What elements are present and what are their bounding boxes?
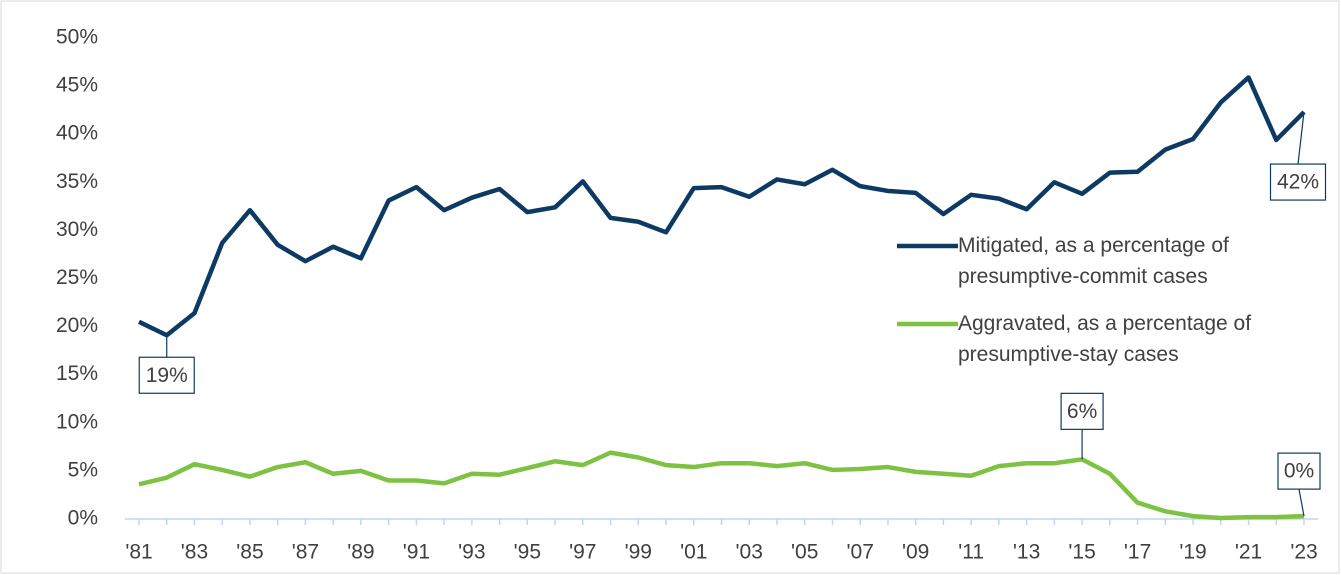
x-tick-label: '99 [625, 541, 652, 564]
y-tick-label: 25% [56, 266, 98, 289]
callout-pointer [1297, 112, 1305, 165]
x-tick-label: '15 [1068, 541, 1095, 564]
x-tick-label: '17 [1124, 541, 1151, 564]
x-tick-label: '89 [347, 541, 374, 564]
legend-label: Mitigated, as a percentage of presumptiv… [958, 234, 1229, 288]
x-tick-label: '85 [236, 541, 263, 564]
legend-label: Aggravated, as a percentage of presumpti… [958, 312, 1252, 366]
x-tick-label: '05 [791, 541, 818, 564]
callout-box [138, 356, 195, 394]
data-label: 19% [146, 364, 188, 387]
callout-box [1269, 163, 1327, 201]
x-tick-label: '93 [458, 541, 485, 564]
series-line [138, 75, 1306, 338]
y-tick-label: 10% [56, 410, 98, 433]
x-tick-label: '07 [847, 541, 874, 564]
x-tick-label: '01 [680, 541, 707, 564]
x-tick-label: '91 [403, 541, 430, 564]
data-label: 6% [1067, 400, 1097, 423]
x-tick-label: '81 [125, 541, 152, 564]
y-tick-label: 15% [56, 362, 98, 385]
y-tick-label: 35% [56, 170, 98, 193]
y-tick-label: 0% [68, 507, 98, 530]
x-tick-label: '03 [736, 541, 763, 564]
x-tick-label: '11 [958, 541, 984, 564]
callout-box [1277, 452, 1321, 490]
callout-box [1060, 392, 1104, 430]
x-tick-label: '13 [1013, 541, 1040, 564]
y-tick-label: 30% [56, 218, 98, 241]
x-tick-label: '23 [1290, 541, 1317, 564]
y-tick-label: 40% [56, 122, 98, 145]
x-tick-label: '83 [181, 541, 208, 564]
x-tick-label: '09 [902, 541, 929, 564]
data-label: 42% [1277, 171, 1319, 194]
x-tick-label: '95 [514, 541, 541, 564]
y-tick-label: 20% [56, 314, 98, 337]
x-tick-label: '87 [292, 541, 319, 564]
x-tick-label: '19 [1179, 541, 1206, 564]
series-line [138, 450, 1305, 521]
y-tick-label: 45% [56, 74, 98, 97]
y-tick-label: 50% [56, 26, 98, 49]
callout-pointer [1298, 489, 1305, 517]
x-tick-label: '97 [569, 541, 596, 564]
x-tick-label: '21 [1235, 541, 1262, 564]
data-label: 0% [1284, 460, 1314, 483]
y-tick-label: 5% [68, 458, 98, 481]
